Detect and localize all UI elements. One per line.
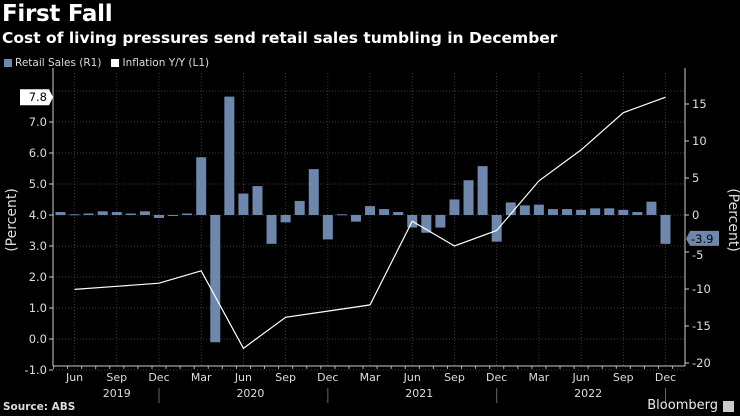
y-tick-label-right: -10 xyxy=(692,282,711,296)
bar-retail-sales xyxy=(463,180,474,215)
bar-retail-sales xyxy=(238,193,249,215)
right-axis-title: (Percent) xyxy=(725,188,740,252)
bar-retail-sales xyxy=(153,215,164,218)
bar-retail-sales xyxy=(322,215,333,240)
bar-retail-sales xyxy=(55,212,66,215)
year-label: 2021 xyxy=(405,387,433,400)
x-tick-label: Dec xyxy=(148,371,169,384)
y-tick-label-right: -5 xyxy=(692,248,703,262)
legend-swatch xyxy=(4,59,12,67)
x-tick-label: Mar xyxy=(191,371,212,384)
bar-retail-sales xyxy=(562,209,573,215)
legend-item-retail-sales: Retail Sales (R1) xyxy=(4,57,101,69)
x-tick-label: Jun xyxy=(65,371,83,384)
left-axis-title: (Percent) xyxy=(4,188,20,252)
bar-retail-sales xyxy=(576,209,587,215)
x-tick-label: Sep xyxy=(275,371,296,384)
bar-retail-sales xyxy=(519,205,530,215)
bar-retail-sales xyxy=(210,215,221,343)
x-tick-label: Dec xyxy=(655,371,676,384)
x-tick-label: Jun xyxy=(234,371,252,384)
x-tick-label: Mar xyxy=(528,371,549,384)
bar-retail-sales xyxy=(252,186,263,215)
bar-retail-sales xyxy=(590,208,601,215)
bloomberg-icon xyxy=(723,401,734,412)
bar-retail-sales xyxy=(350,215,361,222)
legend-item-inflation: Inflation Y/Y (L1) xyxy=(111,57,209,69)
last-value-label-right: -3.9 xyxy=(691,232,713,246)
legend: Retail Sales (R1) Inflation Y/Y (L1) xyxy=(4,57,209,69)
year-label: 2022 xyxy=(574,387,602,400)
bar-retail-sales xyxy=(435,215,446,228)
y-tick-label-left: 3.0 xyxy=(29,239,47,253)
bar-retail-sales xyxy=(125,213,136,215)
y-tick-label-right: 0 xyxy=(692,208,699,222)
legend-label: Inflation Y/Y (L1) xyxy=(122,57,210,69)
year-label: 2020 xyxy=(236,387,264,400)
y-tick-label-left: 6.0 xyxy=(29,146,47,160)
bar-retail-sales xyxy=(182,213,193,215)
bar-retail-sales xyxy=(139,211,150,215)
bar-retail-sales xyxy=(336,214,347,216)
bar-retail-sales xyxy=(83,213,94,215)
bar-retail-sales xyxy=(618,209,629,215)
y-tick-label-right: -20 xyxy=(692,356,711,370)
y-tick-label-left: 1.0 xyxy=(29,301,47,315)
y-tick-label-left: 7.0 xyxy=(29,115,47,129)
y-tick-label-left: 2.0 xyxy=(29,270,47,284)
x-tick-label: Mar xyxy=(360,371,381,384)
bar-retail-sales xyxy=(280,215,291,223)
last-value-badge-left xyxy=(20,89,53,106)
bar-retail-sales xyxy=(604,208,615,215)
chart-subtitle: Cost of living pressures send retail sal… xyxy=(2,29,558,47)
bar-retail-sales xyxy=(97,211,108,215)
last-value-label-left: 7.8 xyxy=(29,90,47,104)
last-value-badge-right xyxy=(686,230,719,246)
y-tick-label-left: 4.0 xyxy=(29,208,47,222)
x-tick-label: Sep xyxy=(613,371,634,384)
bar-retail-sales xyxy=(379,209,390,215)
y-tick-label-right: -15 xyxy=(692,319,711,333)
y-tick-label-left: 0.0 xyxy=(29,332,47,346)
bar-retail-sales xyxy=(308,169,319,215)
y-tick-label-right: 15 xyxy=(692,97,707,111)
legend-label: Retail Sales (R1) xyxy=(15,57,102,69)
brand-logo: Bloomberg xyxy=(647,398,718,413)
y-tick-label-right: 10 xyxy=(692,134,707,148)
bar-retail-sales xyxy=(294,200,305,215)
bar-retail-sales xyxy=(505,202,516,215)
bar-retail-sales xyxy=(660,215,671,244)
bar-retail-sales xyxy=(196,157,207,215)
x-tick-label: Dec xyxy=(317,371,338,384)
bar-retail-sales xyxy=(477,166,488,215)
y-tick-label-left: 5.0 xyxy=(29,177,47,191)
bar-retail-sales xyxy=(69,214,80,216)
plot-area xyxy=(53,73,685,366)
bar-retail-sales xyxy=(646,201,657,215)
bar-retail-sales xyxy=(632,212,643,215)
bar-retail-sales xyxy=(111,212,122,215)
x-tick-label: Sep xyxy=(444,371,465,384)
legend-swatch xyxy=(111,59,120,67)
year-label: 2019 xyxy=(103,387,131,400)
y-tick-label-right: 5 xyxy=(692,171,699,185)
bar-retail-sales xyxy=(421,215,432,233)
bar-retail-sales xyxy=(365,206,376,215)
bar-retail-sales xyxy=(547,209,558,215)
y-tick-label-left: -1.0 xyxy=(25,363,47,377)
x-tick-label: Sep xyxy=(106,371,127,384)
x-tick-label: Jun xyxy=(571,371,589,384)
x-tick-label: Jun xyxy=(403,371,421,384)
bar-retail-sales xyxy=(393,212,404,215)
x-tick-label: Dec xyxy=(486,371,507,384)
chart-title: First Fall xyxy=(2,1,113,27)
bar-retail-sales xyxy=(491,215,502,242)
bar-retail-sales xyxy=(266,215,277,244)
bar-retail-sales xyxy=(168,215,179,216)
bar-retail-sales xyxy=(533,204,544,215)
bar-retail-sales xyxy=(449,199,460,215)
source-note: Source: ABS xyxy=(3,401,76,413)
bar-retail-sales xyxy=(224,96,235,215)
